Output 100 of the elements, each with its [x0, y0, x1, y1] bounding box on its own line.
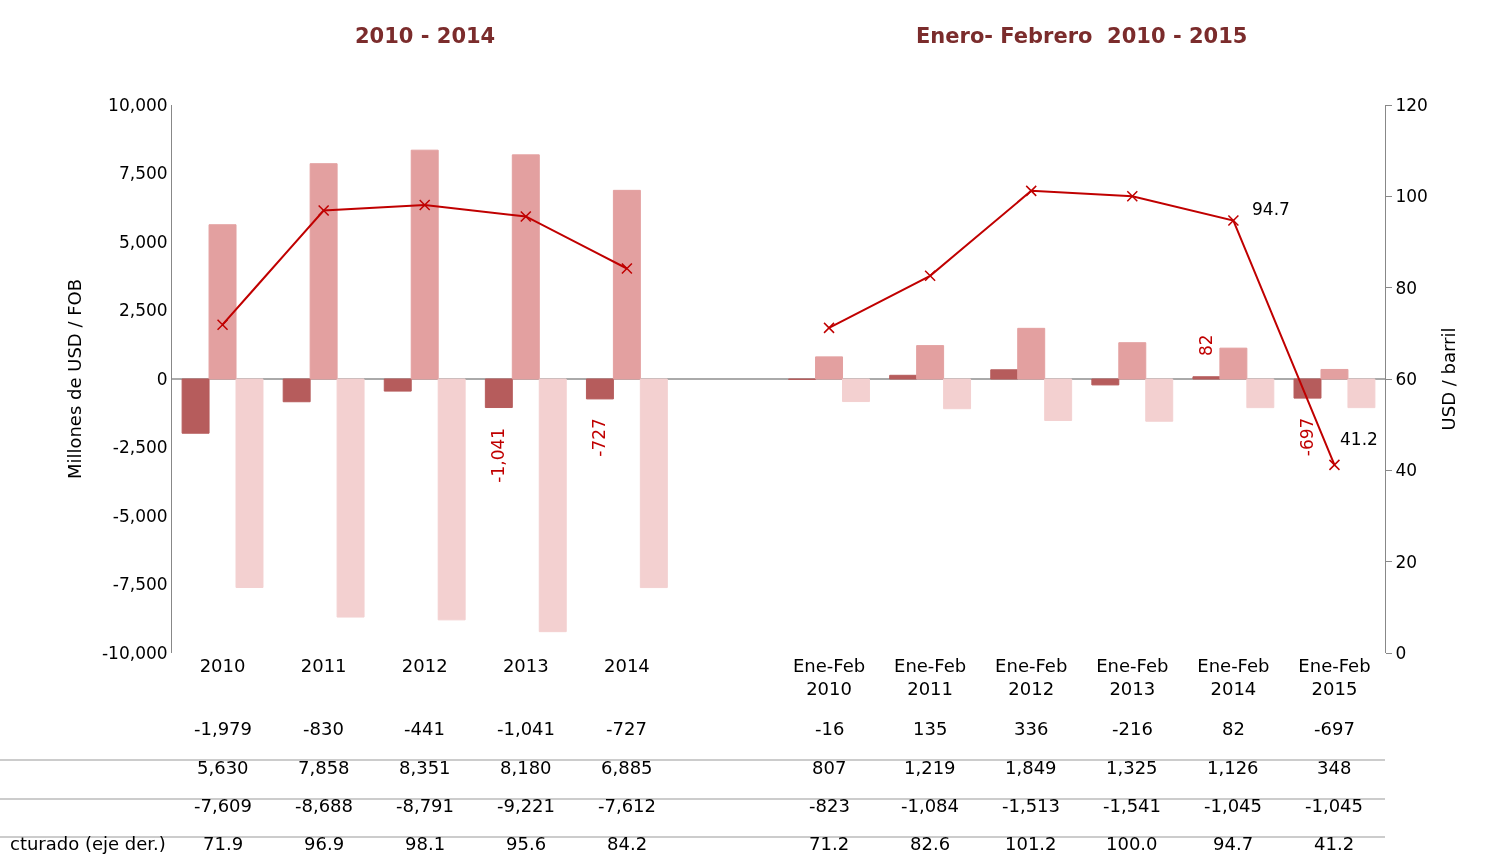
- data-label: -9,221: [497, 795, 556, 816]
- data-label: 348: [1317, 757, 1352, 778]
- annotation: -1,041: [488, 427, 509, 483]
- data-label: 8,180: [500, 757, 552, 778]
- data-label: 7,858: [298, 757, 350, 778]
- y-tick-label: -2,500: [112, 437, 168, 458]
- data-label: -16: [815, 718, 845, 739]
- data-label: -1,979: [194, 718, 253, 739]
- data-label: 95.6: [506, 833, 547, 854]
- bar: [585, 378, 614, 400]
- point: [1025, 185, 1037, 197]
- y-tick-label: 7,500: [118, 163, 168, 184]
- bar: [1017, 327, 1046, 380]
- data-label: 8,351: [399, 757, 451, 778]
- bar: [1347, 378, 1376, 409]
- y2-tick-label: 40: [1395, 460, 1418, 481]
- data-label: -216: [1112, 718, 1153, 739]
- bar: [235, 378, 264, 588]
- bar: [612, 189, 641, 380]
- data-label: -8,688: [295, 795, 354, 816]
- y-tick-label: -5,000: [112, 505, 168, 526]
- bar: [383, 378, 412, 392]
- y2-tick-label: 120: [1395, 94, 1428, 115]
- y-tick-label: 2,500: [118, 300, 168, 321]
- y-axis-title: Millones de USD / FOB: [64, 278, 86, 480]
- data-label: 1,849: [1005, 757, 1057, 778]
- data-label: -1,084: [901, 795, 960, 816]
- annotation: 82: [1196, 334, 1217, 357]
- bar: [1192, 376, 1221, 380]
- data-label: -697: [1314, 718, 1355, 739]
- x-tick-label: 2010: [199, 655, 246, 676]
- x-tick-label: Ene-Feb 2015: [1298, 655, 1371, 700]
- bar: [889, 374, 918, 380]
- data-label: 807: [812, 757, 847, 778]
- data-label: 94.7: [1213, 833, 1254, 854]
- annotation: 41.2: [1340, 429, 1378, 449]
- data-label: 96.9: [304, 833, 345, 854]
- bar: [181, 378, 210, 434]
- x-tick-label: 2011: [300, 655, 347, 676]
- x-tick-label: 2013: [502, 655, 549, 676]
- data-label: 1,126: [1207, 757, 1259, 778]
- y-tick-label: -10,000: [101, 642, 168, 663]
- data-label: 1,325: [1106, 757, 1158, 778]
- point: [216, 318, 229, 331]
- y2-axis-title: USD / barril: [1437, 327, 1459, 431]
- x-tick-label: Ene-Feb 2011: [894, 655, 967, 700]
- data-label: 135: [913, 718, 948, 739]
- bar: [990, 369, 1019, 380]
- y2-tick-label: 80: [1395, 277, 1418, 298]
- x-tick-label: Ene-Feb 2013: [1096, 655, 1169, 700]
- x-tick-label: 2014: [603, 655, 650, 676]
- bar: [538, 378, 567, 633]
- bar: [282, 378, 311, 403]
- y2-tick-label: 100: [1395, 186, 1428, 207]
- text: Enero- Febrero 2010 - 2015: [916, 24, 1248, 48]
- data-label: 82.6: [910, 833, 951, 854]
- bar: [484, 378, 513, 409]
- bar: [309, 163, 338, 380]
- data-label: -823: [809, 795, 850, 816]
- bar: [1246, 378, 1275, 409]
- point: [317, 204, 330, 217]
- bar: [1118, 342, 1147, 380]
- data-label: 82: [1222, 718, 1245, 739]
- point: [1328, 459, 1341, 471]
- bar: [1145, 378, 1174, 422]
- y-tick-label: 10,000: [108, 94, 168, 115]
- x-tick-label: Ene-Feb 2012: [995, 655, 1068, 700]
- y-tick-label: 0: [156, 368, 168, 389]
- data-label: 71.2: [809, 833, 850, 854]
- data-label: -727: [606, 718, 647, 739]
- data-label: -830: [303, 718, 344, 739]
- data-label: -441: [404, 718, 445, 739]
- text: cturado (eje der.): [10, 833, 166, 854]
- data-label: 98.1: [405, 833, 446, 854]
- y2-tick-label: 20: [1395, 551, 1418, 572]
- data-label: 6,885: [601, 757, 653, 778]
- data-label: 100.0: [1106, 833, 1158, 854]
- data-label: 41.2: [1314, 833, 1355, 854]
- data-label: -8,791: [396, 795, 455, 816]
- y-tick-label: 5,000: [118, 231, 168, 252]
- data-label: -7,609: [194, 795, 253, 816]
- point: [621, 262, 633, 275]
- bar: [815, 356, 844, 380]
- data-label: 101.2: [1005, 833, 1057, 854]
- data-label: 336: [1014, 718, 1049, 739]
- chart-title: 2010 - 2014: [355, 24, 496, 48]
- annotation: 94.7: [1252, 199, 1290, 219]
- data-label: 1,219: [904, 757, 956, 778]
- annotation: -697: [1297, 417, 1318, 457]
- bar: [1293, 378, 1322, 399]
- data-label: -1,045: [1305, 795, 1364, 816]
- x-tick-label: 2012: [401, 655, 448, 676]
- bar: [1091, 378, 1120, 386]
- point: [1126, 190, 1139, 203]
- bar: [639, 378, 668, 589]
- data-label: 5,630: [197, 757, 249, 778]
- y-tick-label: -7,500: [112, 574, 168, 595]
- data-label: -1,041: [497, 718, 556, 739]
- point: [823, 322, 835, 334]
- data-label: -7,612: [598, 795, 657, 816]
